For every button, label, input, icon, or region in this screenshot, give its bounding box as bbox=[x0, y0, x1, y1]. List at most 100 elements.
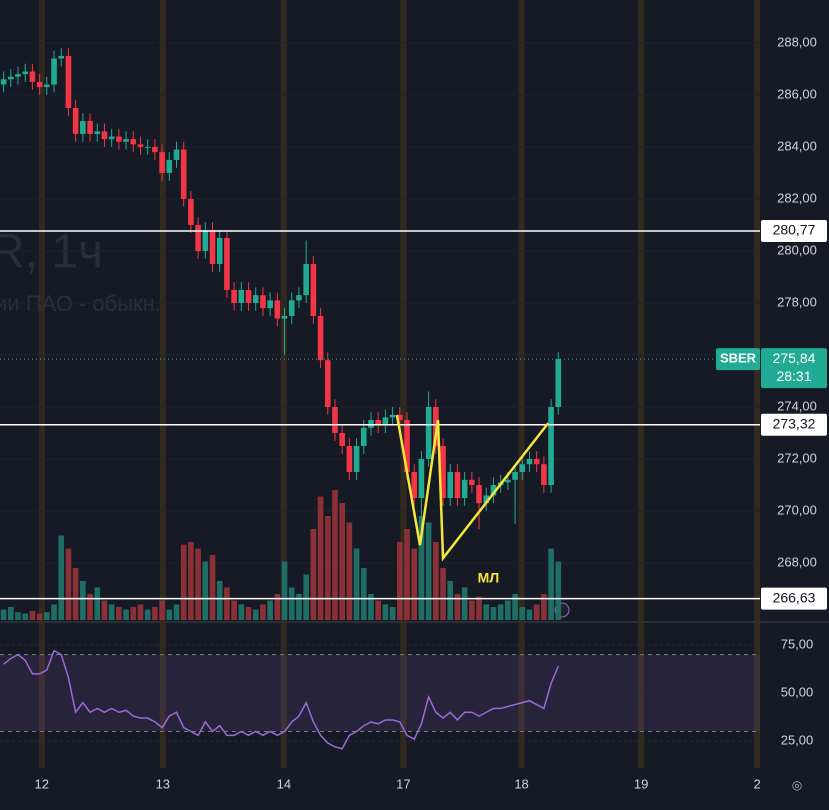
symbol-label: SBER bbox=[720, 351, 757, 366]
candle-body bbox=[15, 74, 21, 77]
volume-bar bbox=[281, 561, 288, 620]
candle-body bbox=[274, 300, 281, 319]
volume-bar bbox=[87, 594, 93, 620]
volume-bar bbox=[404, 529, 410, 620]
candle-body bbox=[454, 472, 461, 499]
candle-body bbox=[490, 485, 497, 496]
rsi-tick-label: 75,00 bbox=[781, 636, 814, 651]
volume-bar bbox=[339, 503, 345, 620]
volume-bar bbox=[296, 594, 302, 620]
candle-body bbox=[8, 76, 14, 80]
candle-body bbox=[548, 407, 554, 486]
candle-body bbox=[360, 427, 367, 447]
watermark-symbol: R, 1ч bbox=[0, 226, 103, 279]
candle-body bbox=[123, 139, 129, 142]
volume-bar bbox=[116, 607, 122, 620]
volume-bar bbox=[252, 609, 259, 620]
candle-body bbox=[108, 136, 115, 140]
volume-bar bbox=[195, 548, 201, 620]
volume-bar bbox=[224, 587, 230, 620]
candle-body bbox=[353, 446, 360, 473]
y-tick-label: 286,00 bbox=[777, 86, 817, 101]
candle-body bbox=[245, 289, 252, 303]
volume-bar bbox=[526, 609, 533, 620]
candle-body bbox=[339, 433, 345, 447]
volume-bar bbox=[202, 561, 209, 620]
candle-body bbox=[425, 407, 432, 460]
volume-bar bbox=[433, 542, 439, 620]
candle-body bbox=[87, 120, 93, 134]
volume-bar bbox=[461, 587, 468, 620]
volume-bar bbox=[447, 581, 454, 620]
volume-bar bbox=[188, 542, 194, 620]
volume-bar bbox=[317, 496, 324, 620]
volume-bar bbox=[512, 594, 518, 620]
x-tick-label: 18 bbox=[514, 776, 528, 791]
candle-body bbox=[94, 131, 101, 134]
candle-body bbox=[58, 55, 65, 59]
rsi-tick-label: 50,00 bbox=[781, 684, 814, 699]
candle-body bbox=[202, 230, 209, 251]
x-tick-label: 2 bbox=[754, 776, 761, 791]
volume-bar bbox=[454, 594, 461, 620]
rsi-line bbox=[3, 649, 559, 750]
candle-body bbox=[252, 295, 259, 303]
y-tick-label: 280,00 bbox=[777, 242, 817, 257]
candle-body bbox=[116, 136, 122, 142]
volume-bar bbox=[123, 609, 129, 620]
candle-body bbox=[137, 144, 144, 147]
x-tick-label: 12 bbox=[35, 776, 49, 791]
x-tick-label: 19 bbox=[634, 776, 648, 791]
candle-body bbox=[397, 414, 403, 421]
candle-body bbox=[447, 472, 454, 499]
volume-bar bbox=[332, 490, 338, 620]
volume-bar bbox=[382, 604, 389, 620]
volume-bar bbox=[440, 568, 446, 620]
volume-bar bbox=[65, 548, 72, 620]
volume-bar bbox=[44, 612, 50, 620]
candle-body bbox=[267, 300, 273, 309]
candle-body bbox=[526, 459, 533, 465]
candle-body bbox=[541, 464, 547, 486]
volume-bar bbox=[411, 548, 418, 620]
candle-body bbox=[476, 485, 482, 504]
level-label: 273,32 bbox=[773, 415, 816, 431]
candle-body bbox=[260, 295, 266, 309]
candle-body bbox=[418, 459, 425, 499]
x-tick-label: 14 bbox=[277, 776, 291, 791]
candle-body bbox=[80, 120, 86, 134]
volume-bar bbox=[94, 587, 101, 620]
volume-bar bbox=[303, 574, 309, 620]
candle-body bbox=[296, 295, 302, 301]
volume-bar bbox=[130, 607, 137, 620]
candle-body bbox=[303, 263, 309, 296]
candle-body bbox=[505, 479, 511, 483]
volume-bar bbox=[8, 607, 14, 620]
y-tick-label: 284,00 bbox=[777, 138, 817, 153]
candle-body bbox=[36, 81, 43, 88]
y-tick-label: 268,00 bbox=[777, 554, 817, 569]
candle-body bbox=[317, 315, 324, 361]
candle-body bbox=[166, 159, 173, 173]
settings-icon[interactable]: ◎ bbox=[792, 778, 802, 792]
y-tick-label: 272,00 bbox=[777, 450, 817, 465]
volume-bar bbox=[80, 581, 86, 620]
volume-bar bbox=[505, 600, 511, 620]
y-tick-label: 274,00 bbox=[777, 398, 817, 413]
volume-bar bbox=[29, 610, 36, 620]
y-tick-label: 282,00 bbox=[777, 190, 817, 205]
candle-body bbox=[533, 459, 540, 465]
volume-bar bbox=[469, 600, 475, 620]
volume-bar bbox=[180, 544, 187, 620]
candle-body bbox=[101, 131, 108, 140]
volume-bar bbox=[346, 522, 353, 620]
candle-body bbox=[238, 289, 245, 303]
candle-body bbox=[180, 149, 187, 199]
volume-bar bbox=[548, 548, 554, 620]
candle-body bbox=[29, 71, 36, 82]
candle-body bbox=[368, 420, 374, 428]
candle-body bbox=[152, 146, 158, 153]
volume-bar bbox=[209, 555, 216, 620]
